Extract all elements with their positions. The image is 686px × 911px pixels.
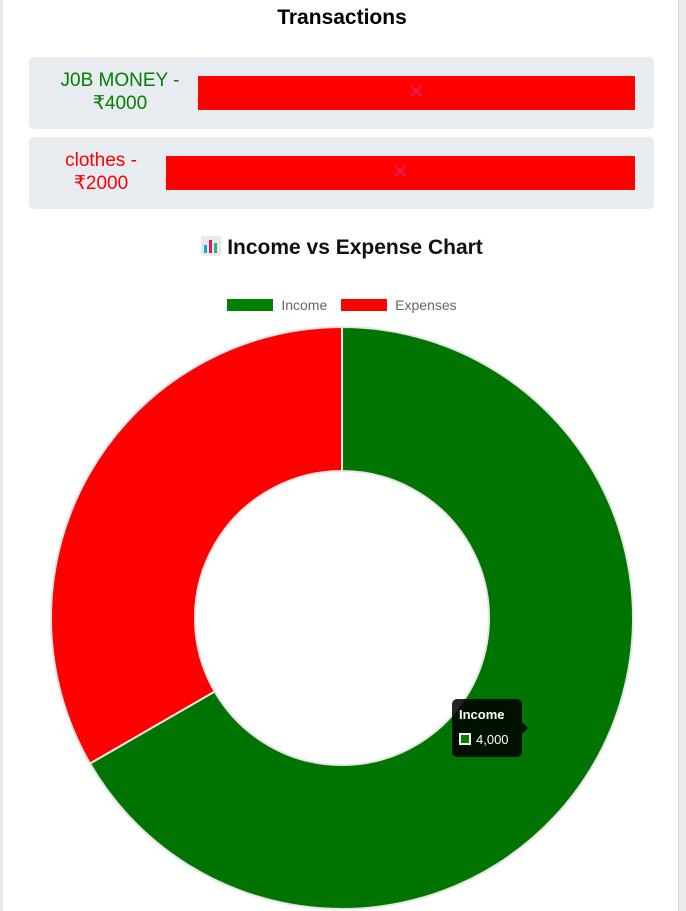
delete-transaction-button[interactable]: ✕	[198, 76, 635, 110]
scrollbar-track[interactable]	[678, 0, 686, 911]
slice-expenses[interactable]	[50, 325, 343, 765]
transaction-description: clothes -	[65, 150, 137, 171]
close-icon: ✕	[407, 80, 426, 105]
close-icon: ✕	[391, 160, 410, 185]
transaction-amount: ₹2000	[73, 173, 129, 194]
chart-legend: Income Expenses	[0, 297, 684, 313]
page-title: Transactions	[277, 6, 407, 29]
transaction-list: J0B MONEY - ₹4000 ✕ clothes - ₹2000 ✕	[29, 57, 654, 217]
legend-swatch-expenses	[341, 299, 388, 311]
bar-chart-icon	[201, 236, 222, 256]
delete-transaction-button[interactable]: ✕	[166, 156, 635, 190]
scrollbar-divider	[678, 0, 679, 911]
tooltip-value: 4,000	[476, 732, 509, 747]
tooltip-swatch	[459, 733, 471, 745]
legend-label: Income	[281, 297, 328, 313]
legend-item-income[interactable]: Income	[227, 297, 327, 313]
chart-tooltip: Income 4,000	[452, 699, 528, 757]
legend-swatch-income	[227, 299, 274, 311]
transaction-item: clothes - ₹2000 ✕	[29, 137, 654, 209]
left-border	[0, 0, 3, 911]
transaction-label: J0B MONEY - ₹4000	[45, 69, 195, 115]
transaction-label: clothes - ₹2000	[45, 149, 157, 195]
chart-title-text: Income vs Expense Chart	[227, 236, 483, 259]
transaction-amount: ₹4000	[92, 93, 148, 114]
legend-label: Expenses	[395, 297, 457, 313]
chart-title: Income vs Expense Chart	[0, 236, 684, 260]
slice-income[interactable]	[88, 325, 634, 910]
transaction-item: J0B MONEY - ₹4000 ✕	[29, 57, 654, 129]
tooltip-title: Income	[459, 707, 505, 722]
legend-item-expenses[interactable]: Expenses	[341, 297, 457, 313]
transaction-description: J0B MONEY -	[60, 70, 180, 91]
